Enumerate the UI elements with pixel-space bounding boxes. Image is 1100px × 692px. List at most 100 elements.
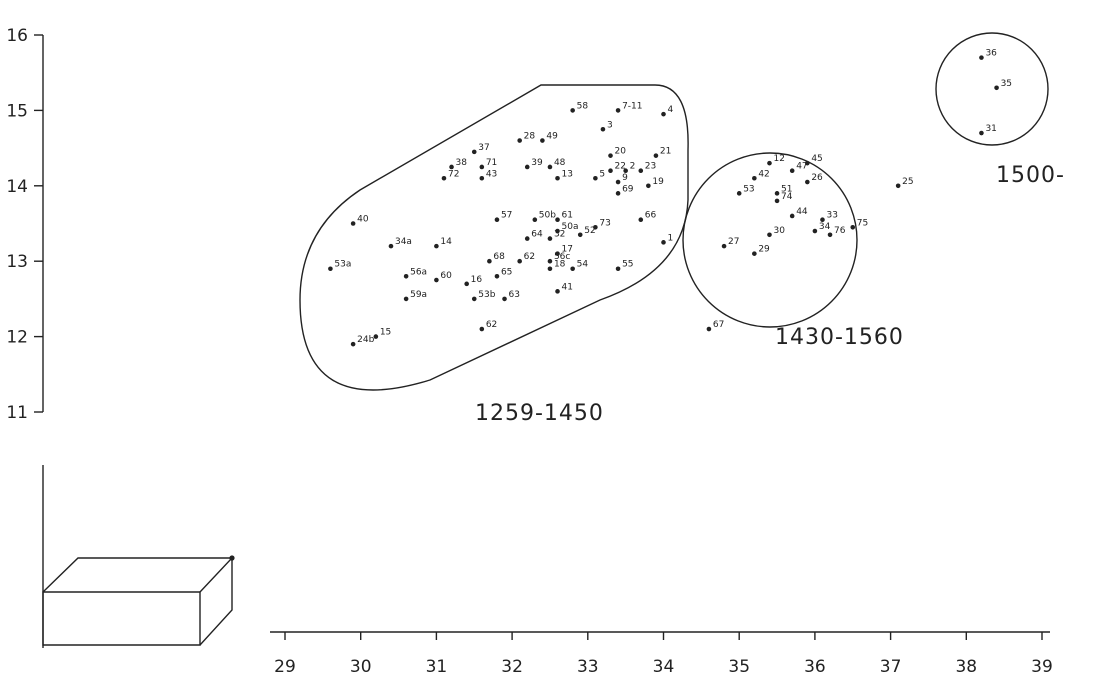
data-point [994, 85, 999, 91]
data-point-label: 45 [811, 154, 822, 164]
data-point [403, 273, 409, 279]
inset-box-side [199, 558, 233, 646]
x-axis-ticks: 29 30 31 32 33 34 35 36 37 38 39 [274, 632, 1053, 677]
data-point [517, 138, 522, 143]
y-tick-label: 14 [6, 177, 28, 197]
data-point [449, 164, 454, 170]
data-point-label: 31 [985, 124, 996, 134]
data-point [721, 243, 727, 249]
data-point [600, 126, 606, 132]
data-point [805, 160, 810, 166]
data-point-label: 21 [660, 147, 671, 157]
data-point-label: 29 [758, 245, 770, 255]
data-point-label: 15 [380, 328, 391, 338]
data-point [350, 221, 356, 226]
data-point [494, 217, 500, 223]
inset-box-top [42, 557, 234, 593]
data-point-label: 1 [668, 233, 674, 243]
data-point [464, 281, 469, 287]
data-point [827, 232, 833, 238]
data-point [767, 232, 772, 238]
data-point-label: 63 [509, 290, 520, 300]
y-tick-label: 15 [6, 101, 28, 121]
data-point-label: 26 [811, 173, 823, 183]
data-point [593, 175, 598, 181]
data-point-label: 53 [743, 184, 754, 194]
data-point [850, 224, 856, 230]
data-point [328, 266, 333, 272]
data-point [555, 251, 560, 256]
data-point [820, 217, 825, 223]
data-point-label: 38 [456, 158, 468, 168]
data-point-label: 53b [478, 290, 495, 300]
data-point [789, 213, 795, 219]
data-point-label: 27 [728, 237, 739, 247]
data-point [661, 111, 666, 117]
data-point-label: 76 [834, 226, 846, 236]
data-point [593, 224, 598, 230]
data-point [502, 296, 507, 302]
data-point [555, 228, 560, 234]
data-point-label: 54 [577, 260, 589, 270]
data-point [752, 175, 757, 181]
data-point-label: 41 [562, 282, 573, 292]
data-point [789, 168, 795, 174]
y-tick-label: 11 [6, 403, 28, 423]
data-point-label: 57 [501, 211, 512, 221]
data-point [577, 232, 583, 238]
data-point [555, 217, 560, 223]
data-point [494, 273, 500, 279]
inset-box-front [42, 591, 201, 646]
data-point [615, 191, 621, 196]
data-point [979, 130, 984, 136]
x-tick-label: 37 [880, 657, 902, 677]
data-point [706, 326, 712, 332]
data-point [615, 108, 621, 113]
data-point [895, 183, 901, 189]
data-point-label: 18 [554, 260, 566, 270]
data-point [653, 153, 659, 158]
data-point-label: 24b [357, 335, 374, 345]
data-point-label: 12 [773, 154, 784, 164]
data-point [547, 236, 553, 241]
data-point-label: 23 [645, 162, 656, 172]
data-point-label: 34 [819, 222, 831, 232]
data-point-label: 59a [410, 290, 427, 300]
data-point [441, 175, 447, 181]
data-point-label: 67 [713, 320, 724, 330]
x-tick-label: 32 [501, 657, 523, 677]
data-point-label: 73 [599, 218, 610, 228]
data-point [638, 168, 644, 174]
data-point [774, 198, 780, 204]
y-tick-label: 13 [6, 252, 28, 272]
data-point [403, 296, 409, 302]
data-point-label: 42 [758, 169, 769, 179]
data-point-label: 55 [622, 260, 633, 270]
data-point-label: 75 [857, 218, 868, 228]
data-point [570, 108, 575, 113]
data-point-label: 9 [622, 173, 628, 183]
data-point [615, 266, 621, 272]
group-1500-outline [935, 32, 1049, 146]
data-point [471, 149, 477, 155]
data-point-label: 25 [902, 177, 913, 187]
data-point-label: 13 [562, 169, 573, 179]
data-point-label: 37 [478, 143, 489, 153]
data-point-label: 2 [630, 162, 636, 172]
data-point [555, 289, 560, 294]
group-1430-1560-outline [682, 152, 858, 328]
x-tick-label: 35 [728, 657, 750, 677]
x-tick-label: 39 [1031, 657, 1053, 677]
data-point-label: 50b [539, 211, 556, 221]
data-point-label: 58 [577, 101, 589, 111]
data-point-label: 7-11 [622, 101, 642, 111]
data-point [540, 138, 545, 143]
data-point [434, 277, 439, 283]
data-point-label: 20 [615, 147, 627, 157]
data-point-label: 49 [546, 132, 558, 142]
x-tick-label: 33 [577, 657, 599, 677]
x-tick-label: 31 [426, 657, 448, 677]
data-point-label: 68 [493, 252, 505, 262]
data-point-label: 14 [440, 237, 452, 247]
